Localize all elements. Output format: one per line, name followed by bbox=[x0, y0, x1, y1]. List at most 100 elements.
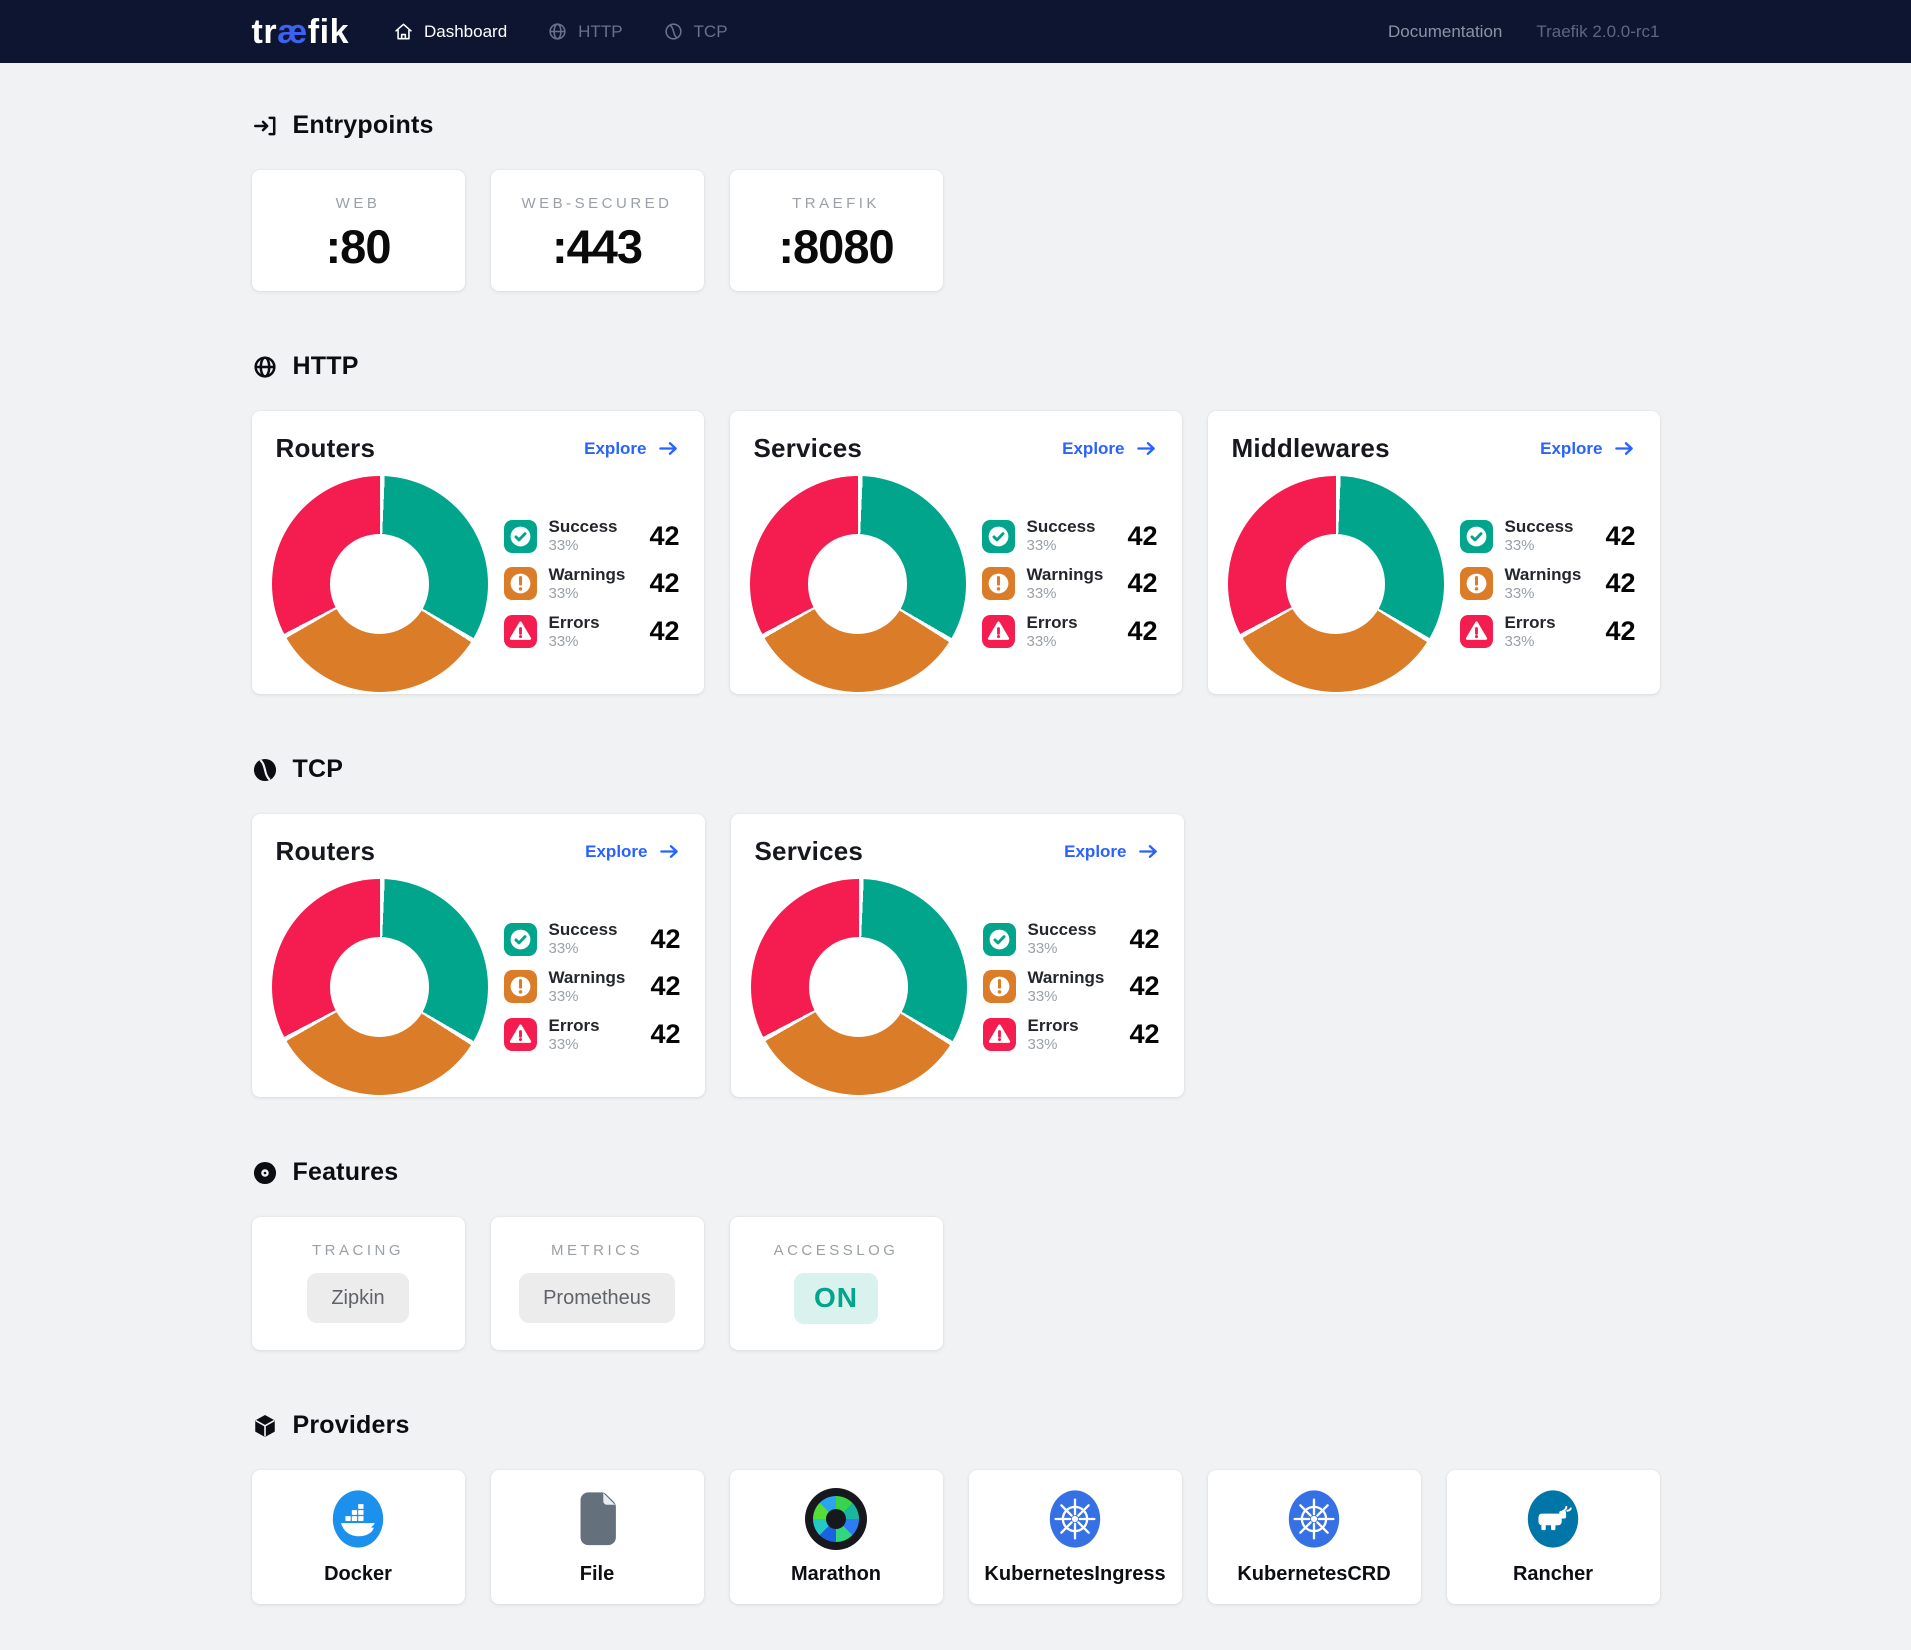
features-heading: Features bbox=[252, 1158, 1660, 1187]
explore-link[interactable]: Explore bbox=[1064, 840, 1159, 863]
explore-link[interactable]: Explore bbox=[585, 840, 680, 863]
legend-row-success: Success 33% 42 bbox=[983, 920, 1160, 958]
providers-section: Providers Docker File Marathon Kubernete… bbox=[251, 1411, 1660, 1604]
error-icon bbox=[982, 615, 1015, 648]
donut-legend: Success 33% 42 Warnings 33% 42 Errors 33% 4… bbox=[983, 920, 1160, 1053]
traefik-logo[interactable]: træfik bbox=[252, 15, 349, 49]
features-section: Features TRACING Zipkin METRICS Promethe… bbox=[251, 1158, 1660, 1350]
http-middlewares-card: Middlewares Explore Success 33% 42 bbox=[1207, 411, 1660, 694]
legend-row-errors: Errors 33% 42 bbox=[983, 1016, 1160, 1054]
kubernetes-icon bbox=[1283, 1488, 1345, 1550]
entrypoint-name: TRAEFIK bbox=[792, 195, 880, 212]
status-donut-chart bbox=[749, 476, 966, 692]
card-title: Middlewares bbox=[1231, 433, 1390, 463]
globe-icon bbox=[252, 354, 278, 380]
legend-row-warnings: Warnings 33% 42 bbox=[983, 968, 1160, 1006]
card-title: Services bbox=[754, 836, 864, 866]
legend-count: 42 bbox=[1127, 520, 1158, 551]
nav-dashboard-label: Dashboard bbox=[423, 21, 508, 41]
entrypoint-card-traefik: TRAEFIK :8080 bbox=[729, 170, 943, 291]
explore-link[interactable]: Explore bbox=[1540, 437, 1635, 460]
legend-row-errors: Errors 33% 42 bbox=[1460, 613, 1636, 651]
feature-pill-on: ON bbox=[794, 1273, 878, 1324]
legend-row-errors: Errors 33% 42 bbox=[982, 613, 1158, 651]
entrypoints-section: Entrypoints WEB :80 WEB-SECURED :443 TRA… bbox=[251, 111, 1660, 291]
entrypoint-name: WEB bbox=[335, 195, 381, 212]
status-donut-chart bbox=[750, 879, 967, 1095]
http-routers-card: Routers Explore Success 33% 42 bbox=[251, 411, 704, 694]
legend-row-warnings: Warnings 33% 42 bbox=[982, 565, 1158, 603]
explore-label: Explore bbox=[1062, 438, 1125, 458]
provider-card-file: File bbox=[490, 1470, 704, 1604]
legend-count: 42 bbox=[1127, 616, 1158, 647]
donut-legend: Success 33% 42 Warnings 33% 42 Errors 33% 4… bbox=[1460, 517, 1636, 650]
tcp-section: TCP Routers Explore Success 33% bbox=[251, 755, 1660, 1097]
explore-link[interactable]: Explore bbox=[1062, 437, 1157, 460]
http-services-card: Services Explore Success 33% 42 bbox=[729, 411, 1182, 694]
nav-tcp[interactable]: TCP bbox=[663, 21, 728, 42]
warning-icon bbox=[982, 567, 1015, 600]
section-title: TCP bbox=[292, 755, 344, 783]
main-nav: Dashboard HTTP TCP bbox=[393, 21, 728, 42]
tcp-ball-icon bbox=[252, 757, 278, 783]
marathon-icon bbox=[805, 1488, 867, 1550]
status-donut-chart bbox=[1227, 476, 1444, 692]
success-icon bbox=[982, 520, 1015, 553]
docker-icon bbox=[327, 1488, 389, 1550]
feature-name: METRICS bbox=[551, 1242, 643, 1259]
nav-http[interactable]: HTTP bbox=[547, 21, 623, 42]
arrow-right-icon bbox=[1137, 840, 1160, 863]
feature-card-tracing: TRACING Zipkin bbox=[251, 1217, 465, 1350]
section-title: Providers bbox=[292, 1411, 410, 1439]
legend-count: 42 bbox=[1129, 971, 1160, 1002]
legend-row-errors: Errors 33% 42 bbox=[504, 613, 680, 651]
legend-row-errors: Errors 33% 42 bbox=[504, 1016, 681, 1054]
navbar: træfik Dashboard HTTP TCP Documentation … bbox=[0, 0, 1911, 63]
legend-count: 42 bbox=[1605, 568, 1636, 599]
home-icon bbox=[393, 21, 414, 42]
card-title: Services bbox=[753, 433, 863, 463]
tcp-heading: TCP bbox=[252, 755, 1660, 784]
nav-dashboard[interactable]: Dashboard bbox=[393, 21, 507, 42]
legend-count: 42 bbox=[1129, 1019, 1160, 1050]
explore-label: Explore bbox=[1540, 438, 1603, 458]
provider-card-marathon: Marathon bbox=[729, 1470, 943, 1604]
provider-card-docker: Docker bbox=[251, 1470, 465, 1604]
documentation-link[interactable]: Documentation bbox=[1388, 21, 1503, 41]
donut-legend: Success 33% 42 Warnings 33% 42 Errors 33% 4… bbox=[504, 920, 681, 1053]
package-icon bbox=[252, 1413, 278, 1439]
provider-card-rancher: Rancher bbox=[1446, 1470, 1660, 1604]
card-title: Routers bbox=[275, 433, 376, 463]
warning-icon bbox=[1460, 567, 1493, 600]
logo-ae: æ bbox=[277, 12, 308, 51]
providers-heading: Providers bbox=[252, 1411, 1660, 1440]
globe-icon bbox=[547, 21, 568, 42]
donut-legend: Success 33% 42 Warnings 33% 42 Errors 33% 4… bbox=[504, 517, 680, 650]
legend-count: 42 bbox=[1127, 568, 1158, 599]
success-icon bbox=[1460, 520, 1493, 553]
warning-icon bbox=[504, 567, 537, 600]
legend-count: 42 bbox=[649, 616, 680, 647]
logo-text: fik bbox=[307, 12, 349, 51]
feature-card-accesslog: ACCESSLOG ON bbox=[729, 1217, 943, 1350]
kubernetes-icon bbox=[1044, 1488, 1106, 1550]
tcp-services-card: Services Explore Success 33% 42 bbox=[730, 814, 1184, 1097]
navbar-right: Documentation Traefik 2.0.0-rc1 bbox=[1388, 22, 1659, 42]
http-section: HTTP Routers Explore Success 33% bbox=[251, 352, 1660, 694]
entrypoints-heading: Entrypoints bbox=[252, 111, 1660, 140]
legend-row-success: Success 33% 42 bbox=[504, 920, 681, 958]
disc-icon bbox=[252, 1160, 278, 1186]
explore-link[interactable]: Explore bbox=[584, 437, 679, 460]
entrypoint-name: WEB-SECURED bbox=[521, 195, 673, 212]
error-icon bbox=[983, 1018, 1016, 1051]
donut-legend: Success 33% 42 Warnings 33% 42 Errors 33% 4… bbox=[982, 517, 1158, 650]
entrypoint-port: :80 bbox=[325, 220, 392, 273]
legend-count: 42 bbox=[650, 1019, 681, 1050]
arrow-right-icon bbox=[1135, 437, 1158, 460]
legend-row-success: Success 33% 42 bbox=[1460, 517, 1636, 555]
login-icon bbox=[252, 113, 278, 139]
warning-icon bbox=[983, 970, 1016, 1003]
file-icon bbox=[566, 1488, 628, 1550]
section-title: Entrypoints bbox=[292, 111, 434, 139]
legend-count: 42 bbox=[650, 971, 681, 1002]
